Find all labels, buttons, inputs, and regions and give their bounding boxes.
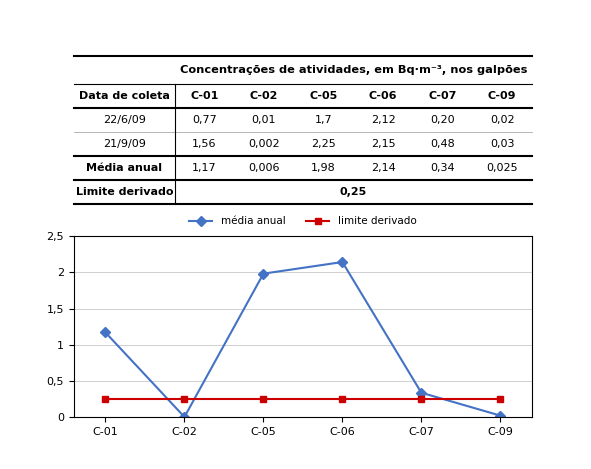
Text: 1,56: 1,56 xyxy=(192,139,217,149)
limite derivado xyxy=(418,396,425,402)
Text: Média anual: Média anual xyxy=(86,163,163,173)
Legend: média anual, limite derivado: média anual, limite derivado xyxy=(186,212,420,230)
Text: 1,17: 1,17 xyxy=(192,163,217,173)
Text: C-02: C-02 xyxy=(250,91,278,101)
Text: 0,48: 0,48 xyxy=(430,139,455,149)
média anual xyxy=(181,414,188,420)
Text: 2,25: 2,25 xyxy=(311,139,336,149)
limite derivado xyxy=(339,396,346,402)
média anual xyxy=(260,271,267,276)
Text: 0,02: 0,02 xyxy=(490,115,514,125)
Text: 0,20: 0,20 xyxy=(430,115,455,125)
Text: 0,77: 0,77 xyxy=(192,115,217,125)
limite derivado xyxy=(181,396,188,402)
Text: C-09: C-09 xyxy=(488,91,517,101)
Text: 0,34: 0,34 xyxy=(430,163,455,173)
Text: 0,03: 0,03 xyxy=(490,139,514,149)
Text: C-01: C-01 xyxy=(190,91,219,101)
Text: Limite derivado: Limite derivado xyxy=(76,187,173,197)
Text: C-06: C-06 xyxy=(369,91,397,101)
Text: Concentrações de atividades, em Bq·m⁻³, nos galpões: Concentrações de atividades, em Bq·m⁻³, … xyxy=(180,65,527,75)
Text: 0,006: 0,006 xyxy=(248,163,280,173)
Text: 2,15: 2,15 xyxy=(371,139,395,149)
Text: C-05: C-05 xyxy=(309,91,337,101)
Text: 0,01: 0,01 xyxy=(252,115,276,125)
Line: limite derivado: limite derivado xyxy=(102,396,504,403)
limite derivado xyxy=(497,396,504,402)
limite derivado xyxy=(260,396,267,402)
Text: 0,025: 0,025 xyxy=(486,163,518,173)
Text: 0,25: 0,25 xyxy=(340,187,367,197)
Text: 1,7: 1,7 xyxy=(314,115,332,125)
média anual xyxy=(418,390,425,395)
Text: 2,14: 2,14 xyxy=(371,163,395,173)
média anual xyxy=(102,330,109,335)
limite derivado xyxy=(102,396,109,402)
Text: 0,002: 0,002 xyxy=(248,139,280,149)
Text: 21/9/09: 21/9/09 xyxy=(103,139,146,149)
Text: 2,12: 2,12 xyxy=(371,115,395,125)
Line: média anual: média anual xyxy=(102,258,504,420)
Text: Data de coleta: Data de coleta xyxy=(79,91,170,101)
Text: C-07: C-07 xyxy=(428,91,457,101)
média anual xyxy=(497,413,504,418)
média anual xyxy=(339,259,346,265)
Text: 22/6/09: 22/6/09 xyxy=(103,115,146,125)
Text: 1,98: 1,98 xyxy=(311,163,336,173)
